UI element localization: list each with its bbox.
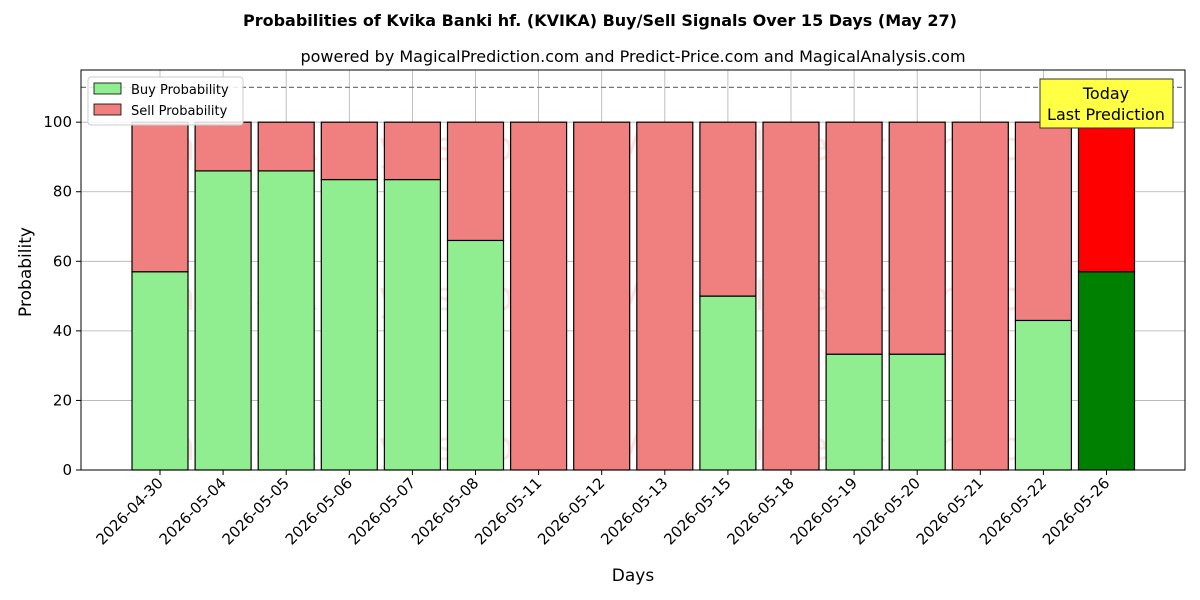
bar-sell [1077, 121, 1136, 273]
y-tick-label: 40 [53, 322, 72, 340]
bar-buy [383, 178, 441, 471]
bar-buy [888, 353, 946, 471]
x-axis-ticks: 2026-04-302026-05-042026-05-052026-05-06… [92, 470, 1113, 548]
chart-title: Probabilities of Kvika Banki hf. (KVIKA)… [243, 11, 957, 30]
y-tick-label: 60 [53, 252, 72, 270]
bar-sell [636, 121, 694, 471]
x-tick-label: 2026-05-05 [219, 474, 293, 548]
x-tick-label: 2026-05-18 [723, 474, 797, 548]
annotation-line-1: Today [1082, 84, 1129, 103]
bar-sell [510, 121, 568, 471]
bar-sell [888, 121, 946, 355]
bar-sell [573, 121, 631, 471]
bar-sell [383, 121, 441, 181]
x-tick-label: 2026-05-12 [534, 474, 608, 548]
y-tick-label: 0 [62, 461, 72, 479]
bar-sell [194, 121, 252, 172]
bar-sell [825, 121, 883, 355]
bar-sell [446, 121, 505, 242]
bar-sell [131, 121, 189, 273]
x-tick-label: 2026-05-07 [345, 474, 419, 548]
y-axis-ticks: 0 20 40 60 80 100 [43, 113, 81, 479]
legend-label-buy: Buy Probability [131, 83, 229, 98]
annotation-line-2: Last Prediction [1047, 105, 1165, 124]
x-axis-label: Days [612, 566, 655, 586]
bars [131, 121, 1136, 471]
x-tick-label: 2026-05-13 [597, 474, 671, 548]
x-tick-label: 2026-05-26 [1039, 474, 1113, 548]
y-tick-label: 100 [43, 113, 72, 131]
x-tick-label: 2026-05-11 [471, 474, 545, 548]
x-tick-label: 2026-05-06 [282, 474, 356, 548]
x-tick-label: 2026-04-30 [92, 474, 166, 548]
x-tick-label: 2026-05-08 [408, 474, 482, 548]
legend-swatch-buy [93, 82, 122, 95]
legend-swatch-sell [93, 103, 122, 116]
y-tick-label: 80 [53, 183, 72, 201]
bar-buy [699, 295, 757, 471]
x-tick-label: 2026-05-20 [850, 474, 924, 548]
y-axis-label: Probability [16, 227, 36, 317]
bar-buy [257, 170, 315, 471]
x-tick-label: 2026-05-21 [913, 474, 987, 548]
x-tick-label: 2026-05-22 [976, 474, 1050, 548]
plot-frame [80, 69, 1186, 471]
bar-sell [951, 121, 1009, 471]
bar-sell [1014, 121, 1073, 322]
x-tick-label: 2026-05-15 [660, 474, 734, 548]
today-annotation: Today Last Prediction [1039, 78, 1174, 129]
legend-box [87, 76, 244, 126]
legend-label-sell: Sell Probability [131, 104, 228, 119]
bar-sell [762, 121, 820, 471]
bar-buy [320, 178, 378, 471]
y-tick-label: 20 [53, 391, 72, 409]
bar-buy [825, 353, 883, 471]
x-tick-label: 2026-05-19 [787, 474, 861, 548]
chart-subtitle: powered by MagicalPrediction.com and Pre… [300, 47, 965, 66]
bar-sell [699, 121, 757, 297]
bar-buy [1077, 271, 1136, 471]
x-tick-label: 2026-05-04 [156, 474, 230, 548]
bar-buy [194, 170, 252, 471]
annotation-box [1039, 78, 1174, 129]
bar-buy [1014, 319, 1073, 471]
bar-buy [446, 239, 505, 471]
bar-sell [320, 121, 378, 181]
bar-sell [257, 121, 315, 172]
legend: Buy Probability Sell Probability [87, 76, 244, 126]
bar-buy [131, 271, 189, 471]
